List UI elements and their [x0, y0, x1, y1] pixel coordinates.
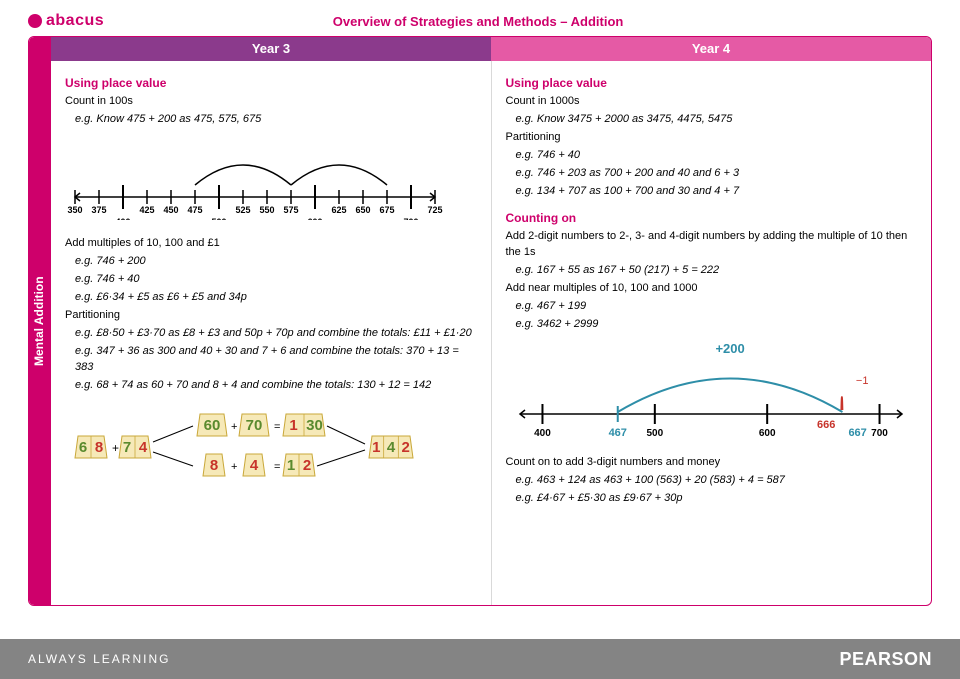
- y3-cards: 68+7460+70=1308+4=12142: [65, 408, 477, 494]
- svg-text:+: +: [112, 441, 119, 455]
- y4-know3475: e.g. Know 3475 + 2000 as 3475, 4475, 547…: [516, 112, 918, 128]
- y4-eg1: e.g. 746 + 40: [516, 148, 918, 164]
- y3-eg3: e.g. £6·34 + £5 as £6 + £5 and 34p: [75, 290, 477, 306]
- page-title: Overview of Strategies and Methods – Add…: [104, 14, 852, 29]
- y4-part: Partitioning: [506, 130, 918, 146]
- y4-eg2: e.g. 746 + 203 as 700 + 200 and 40 and 6…: [516, 166, 918, 182]
- svg-text:525: 525: [235, 205, 250, 215]
- y4-add2d: Add 2-digit numbers to 2-, 3- and 4-digi…: [506, 229, 918, 261]
- svg-text:7: 7: [123, 439, 131, 456]
- svg-text:625: 625: [331, 205, 346, 215]
- svg-text:−1: −1: [855, 375, 868, 387]
- logo: abacus: [28, 12, 104, 30]
- svg-text:8: 8: [210, 457, 218, 474]
- y4-eg7: e.g. 463 + 124 as 463 + 100 (563) + 20 (…: [516, 473, 918, 489]
- y4-numberline: 400 500 600 700 +200 467 667 −1 666: [506, 339, 918, 445]
- footer-left: ALWAYS LEARNING: [28, 652, 170, 666]
- svg-text:8: 8: [95, 439, 103, 456]
- y3-addmult: Add multiples of 10, 100 and £1: [65, 236, 477, 252]
- header-row: Year 3 Year 4: [51, 37, 931, 61]
- svg-text:70: 70: [246, 417, 263, 434]
- col-year4: Using place value Count in 1000s e.g. Kn…: [492, 61, 932, 605]
- sidebar-label: Mental Addition: [28, 37, 50, 605]
- svg-text:2: 2: [303, 457, 311, 474]
- y3-eg5: e.g. 347 + 36 as 300 and 40 + 30 and 7 +…: [75, 344, 477, 376]
- svg-text:2: 2: [401, 439, 409, 456]
- svg-text:675: 675: [379, 205, 394, 215]
- y4-eg3: e.g. 134 + 707 as 100 + 700 and 30 and 4…: [516, 184, 918, 200]
- svg-text:467: 467: [608, 427, 626, 439]
- y4-eg5: e.g. 467 + 199: [516, 299, 918, 315]
- svg-text:450: 450: [163, 205, 178, 215]
- footer-right: PEARSON: [839, 649, 932, 670]
- y3-count100: Count in 100s: [65, 94, 477, 110]
- y3-eg1: e.g. 746 + 200: [75, 254, 477, 270]
- svg-text:400: 400: [534, 428, 551, 439]
- logo-text: abacus: [46, 12, 104, 30]
- main-panel: Mental Addition Year 3 Year 4 Using plac…: [28, 36, 932, 606]
- y3-numberline: 350 375 400 425 450 475 500 525 550 575 600 625 650 6…: [65, 142, 477, 226]
- y4-eg8: e.g. £4·67 + £5·30 as £9·67 + 30p: [516, 491, 918, 507]
- y4-count1000: Count in 1000s: [506, 94, 918, 110]
- svg-text:30: 30: [306, 417, 323, 434]
- content: Year 3 Year 4 Using place value Count in…: [51, 37, 931, 605]
- svg-text:1: 1: [372, 439, 380, 456]
- svg-text:550: 550: [259, 205, 274, 215]
- logo-icon: [28, 14, 42, 28]
- svg-text:6: 6: [79, 439, 87, 456]
- header-year3: Year 3: [51, 37, 491, 61]
- header-year4: Year 4: [491, 37, 931, 61]
- y3-part: Partitioning: [65, 308, 477, 324]
- y3-eg2: e.g. 746 + 40: [75, 272, 477, 288]
- svg-text:425: 425: [139, 205, 154, 215]
- svg-text:350: 350: [67, 205, 82, 215]
- y3-eg6: e.g. 68 + 74 as 60 + 70 and 8 + 4 and co…: [75, 378, 477, 394]
- svg-text:375: 375: [91, 205, 106, 215]
- svg-text:4: 4: [139, 439, 148, 456]
- svg-text:650: 650: [355, 205, 370, 215]
- svg-text:+: +: [231, 421, 237, 433]
- svg-text:400: 400: [115, 217, 130, 220]
- svg-text:575: 575: [283, 205, 298, 215]
- svg-text:500: 500: [646, 428, 663, 439]
- footer: ALWAYS LEARNING PEARSON: [0, 639, 960, 679]
- svg-text:725: 725: [427, 205, 442, 215]
- svg-text:1: 1: [287, 457, 295, 474]
- svg-text:1: 1: [289, 417, 297, 434]
- svg-text:60: 60: [204, 417, 221, 434]
- y4-eg6: e.g. 3462 + 2999: [516, 317, 918, 333]
- svg-text:=: =: [274, 421, 280, 433]
- y4-upv-heading: Using place value: [506, 75, 918, 92]
- svg-text:667: 667: [848, 427, 866, 439]
- y4-counton3: Count on to add 3-digit numbers and mone…: [506, 455, 918, 471]
- svg-text:4: 4: [250, 457, 259, 474]
- y3-eg4: e.g. £8·50 + £3·70 as £8 + £3 and 50p + …: [75, 326, 477, 342]
- col-year3: Using place value Count in 100s e.g. Kno…: [51, 61, 492, 605]
- svg-text:475: 475: [187, 205, 202, 215]
- svg-text:+: +: [231, 461, 237, 473]
- y4-co-heading: Counting on: [506, 210, 918, 227]
- svg-text:=: =: [274, 461, 280, 473]
- y3-upv-heading: Using place value: [65, 75, 477, 92]
- svg-text:666: 666: [816, 419, 834, 431]
- svg-text:+200: +200: [715, 341, 744, 356]
- svg-text:700: 700: [871, 428, 888, 439]
- y3-know475: e.g. Know 475 + 200 as 475, 575, 675: [75, 112, 477, 128]
- svg-text:600: 600: [307, 217, 322, 220]
- y4-eg4: e.g. 167 + 55 as 167 + 50 (217) + 5 = 22…: [516, 263, 918, 279]
- topbar: abacus Overview of Strategies and Method…: [0, 0, 960, 36]
- svg-text:700: 700: [403, 217, 418, 220]
- svg-text:600: 600: [758, 428, 775, 439]
- y4-near: Add near multiples of 10, 100 and 1000: [506, 281, 918, 297]
- svg-text:500: 500: [211, 217, 226, 220]
- svg-text:4: 4: [387, 439, 396, 456]
